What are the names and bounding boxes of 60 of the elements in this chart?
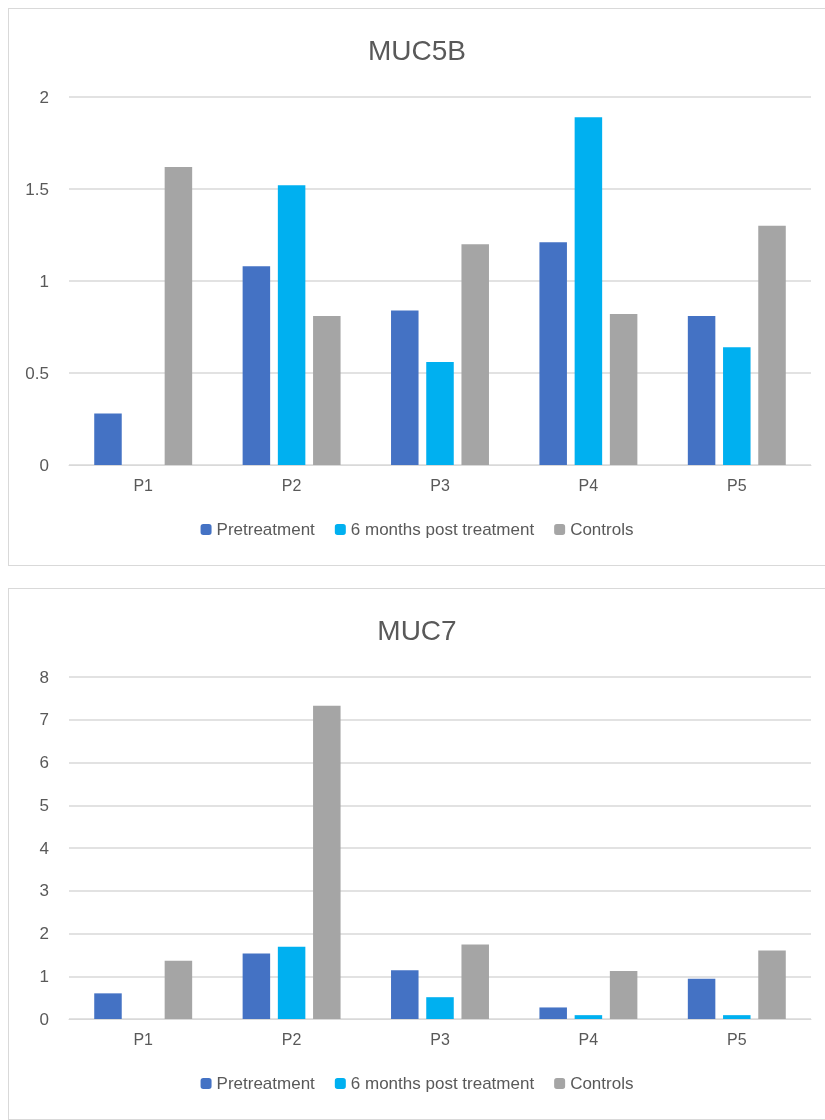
y-tick-label: 8 [39, 667, 49, 687]
bar [609, 314, 638, 465]
bar [723, 347, 751, 465]
legend-label: Pretreatment [216, 1074, 316, 1093]
y-tick-label: 1 [39, 966, 49, 986]
bar [758, 950, 786, 1019]
bar [539, 1007, 567, 1019]
bar [758, 225, 786, 465]
y-tick-label: 2 [39, 924, 49, 943]
bar [461, 944, 489, 1019]
legend-label: Controls [570, 1074, 634, 1093]
bar [426, 361, 454, 465]
bar [391, 970, 419, 1019]
bar [94, 413, 122, 465]
x-tick-label: P1 [133, 1030, 154, 1048]
x-tick-label: P3 [430, 476, 450, 494]
x-tick-label: P2 [281, 1030, 302, 1048]
y-tick-label: 1 [39, 271, 49, 291]
bar [164, 166, 193, 465]
legend-label: 6 months post treatment [350, 1074, 535, 1093]
y-tick-label: 4 [39, 838, 49, 858]
chart-title: MUC5B [367, 34, 467, 66]
legend-label: Controls [570, 520, 634, 539]
bar [242, 953, 271, 1019]
y-tick-label: 5 [39, 795, 49, 815]
bar [723, 1015, 751, 1019]
bar [539, 242, 567, 465]
y-tick-label: 3 [39, 881, 49, 901]
legend-label: 6 months post treatment [350, 520, 535, 539]
bar [94, 993, 122, 1019]
bar [313, 705, 341, 1019]
bar [164, 960, 193, 1019]
x-tick-label: P4 [578, 476, 599, 494]
y-tick-label: 2 [39, 87, 49, 107]
bar [277, 946, 306, 1019]
bar [426, 997, 454, 1019]
bar [687, 978, 716, 1019]
bar [242, 266, 271, 465]
y-tick-label: 0 [39, 1009, 49, 1029]
legend-label: Pretreatment [216, 520, 316, 539]
bar [687, 315, 716, 465]
x-tick-label: P5 [727, 1030, 747, 1048]
x-tick-label: P5 [727, 476, 747, 494]
y-tick-label: 6 [39, 753, 49, 772]
chart-title: MUC7 [377, 614, 457, 646]
x-tick-label: P2 [281, 476, 302, 494]
bar [574, 117, 603, 465]
x-tick-label: P1 [133, 476, 154, 494]
bar [461, 244, 489, 465]
bar [609, 971, 638, 1019]
y-tick-label: 1.5 [25, 179, 49, 199]
y-tick-label: 7 [39, 710, 49, 730]
y-tick-label: 0.5 [25, 363, 49, 383]
bar [391, 310, 419, 465]
y-tick-label: 0 [39, 455, 49, 475]
x-tick-label: P3 [430, 1030, 450, 1048]
x-tick-label: P4 [578, 1030, 599, 1048]
bar [313, 315, 341, 465]
bar [277, 185, 306, 465]
bar [574, 1015, 603, 1019]
